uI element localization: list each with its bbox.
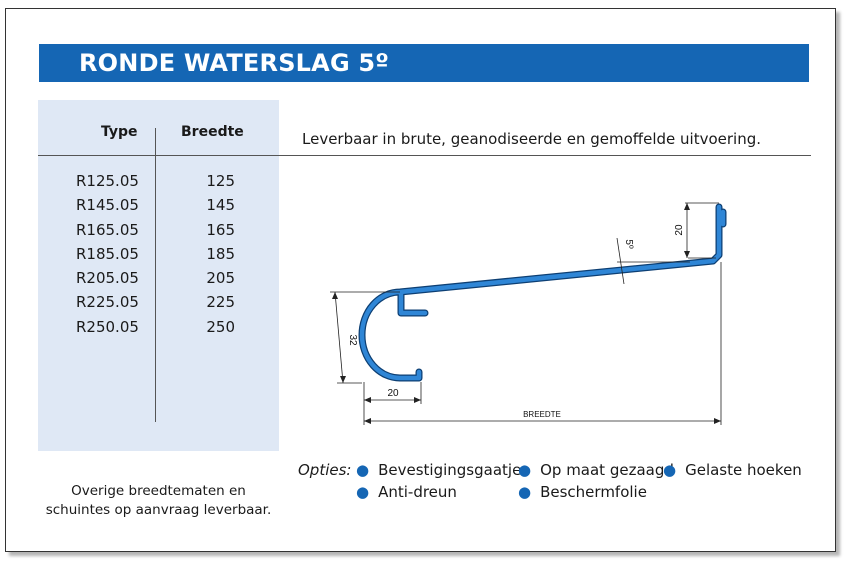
option-item: ● Gelaste hoeken [663, 461, 802, 479]
option-label: Beschermfolie [540, 483, 647, 501]
option-label: Op maat gezaagd [540, 461, 674, 479]
option-item: ● Op maat gezaagd [518, 461, 674, 479]
type-cell: R185.05 [76, 244, 139, 263]
height-dimension: 32 [347, 334, 358, 346]
bullet-icon: ● [518, 483, 532, 501]
width-dimension: BREEDTE [523, 410, 561, 419]
table-row: R250.05 250 [38, 318, 279, 342]
page-title: RONDE WATERSLAG 5º [79, 49, 390, 77]
lip-dimension: 20 [387, 388, 399, 399]
width-column-header: Breedte [181, 124, 244, 140]
table-row: R145.05 145 [38, 196, 279, 220]
spec-table-panel [38, 100, 279, 451]
width-cell: 145 [206, 196, 235, 215]
option-label: Bevestigingsgaatjes [378, 461, 530, 479]
upstand-dimension: 20 [674, 224, 685, 236]
type-cell: R250.05 [76, 317, 139, 336]
option-label: Gelaste hoeken [685, 461, 802, 479]
type-cell: R125.05 [76, 172, 139, 190]
option-item: ● Bevestigingsgaatjes [356, 461, 529, 479]
profile-shape [358, 203, 727, 382]
column-divider [155, 128, 156, 422]
header-divider [38, 155, 811, 156]
width-cell: 250 [206, 317, 235, 336]
title-banner: RONDE WATERSLAG 5º [39, 44, 809, 82]
type-cell: R205.05 [76, 269, 139, 288]
availability-note: Overige breedtematen en schuintes op aan… [45, 483, 272, 518]
table-row: R225.05 225 [38, 293, 279, 317]
type-column-header: Type [101, 124, 138, 140]
type-cell: R145.05 [76, 196, 139, 215]
option-label: Anti-dreun [378, 483, 457, 501]
angle-dimension: 5º [623, 239, 634, 249]
table-row: R125.05 125 [38, 172, 279, 196]
width-cell: 185 [206, 244, 235, 263]
bullet-icon: ● [356, 461, 370, 479]
finish-description: Leverbaar in brute, geanodiseerde en gem… [302, 130, 761, 148]
width-cell: 225 [206, 293, 235, 312]
type-cell: R225.05 [76, 293, 139, 312]
width-cell: 205 [206, 269, 235, 288]
table-row: R185.05 185 [38, 245, 279, 269]
type-cell: R165.05 [76, 220, 139, 239]
option-item: ● Anti-dreun [356, 483, 457, 501]
width-cell: 165 [206, 220, 235, 239]
bullet-icon: ● [356, 483, 370, 501]
width-cell: 125 [206, 172, 235, 190]
table-row: R165.05 165 [38, 221, 279, 245]
bullet-icon: ● [518, 461, 532, 479]
option-item: ● Beschermfolie [518, 483, 647, 501]
table-row: R205.05 205 [38, 269, 279, 293]
options-label: Opties: [298, 461, 352, 479]
bullet-icon: ● [663, 461, 677, 479]
spec-table-body: R125.05 125 R145.05 145 R165.05 165 R185.05… [38, 172, 279, 342]
